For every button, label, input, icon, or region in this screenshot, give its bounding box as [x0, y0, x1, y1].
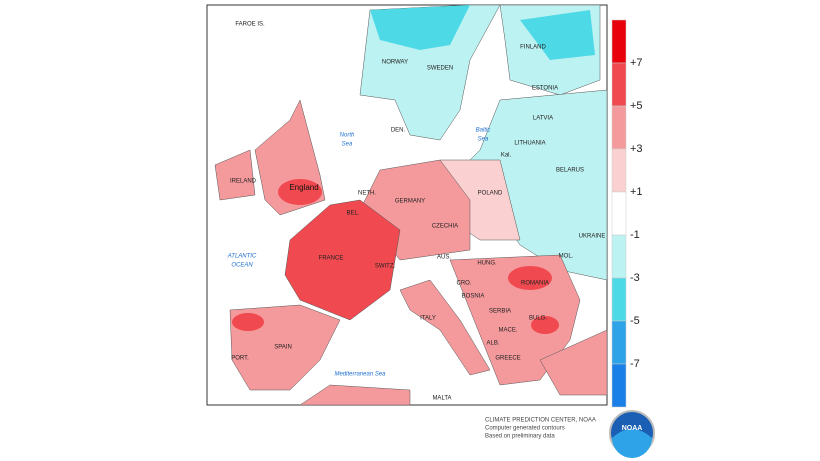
sea-label: North — [340, 133, 355, 139]
place-label: CRO. — [457, 281, 472, 287]
place-label: FRANCE — [319, 256, 344, 262]
logo-text: NOAA — [622, 425, 643, 432]
legend-swatch — [611, 234, 627, 279]
legend-label: +7 — [630, 57, 643, 69]
credit: Computer generated contours — [485, 426, 565, 432]
place-label: LATVIA — [533, 116, 553, 122]
place-label: POLAND — [478, 191, 503, 197]
legend-label: +3 — [630, 143, 643, 155]
place-label: Kal. — [501, 153, 512, 159]
legend-label: -3 — [630, 272, 640, 284]
place-label: GERMANY — [395, 199, 425, 205]
legend-swatch — [611, 105, 627, 150]
land-ireland — [214, 149, 256, 201]
cold-patch — [370, 5, 470, 50]
place-label: GREECE — [495, 356, 520, 362]
legend-swatch — [611, 277, 627, 322]
place-label: BOSNIA — [462, 294, 485, 300]
land-east — [459, 89, 608, 281]
place-label: ITALY — [420, 316, 436, 322]
place-label: ALB. — [486, 341, 499, 347]
place-label: FAROE IS. — [235, 22, 265, 28]
place-label: MALTA — [432, 396, 451, 402]
credit: CLIMATE PREDICTION CENTER, NOAA — [485, 418, 596, 424]
logo: NOAA — [609, 410, 655, 458]
legend-label: +5 — [630, 100, 643, 112]
place-label: BULG. — [529, 316, 547, 322]
place-label: SERBIA — [489, 309, 511, 315]
land-africa — [299, 384, 411, 406]
place-label: DEN. — [391, 128, 406, 134]
place-label: SPAIN — [274, 345, 292, 351]
credit: Based on preliminary data — [485, 434, 555, 440]
legend-swatch — [611, 363, 627, 408]
place-label: SWEDEN — [427, 66, 453, 72]
warm-patch — [278, 179, 322, 205]
place-label: UKRAINE — [579, 234, 606, 240]
logo-wave — [612, 429, 652, 458]
land-turkey — [539, 329, 608, 396]
legend-swatch — [611, 19, 627, 64]
land-france — [284, 199, 401, 321]
place-label: NETH. — [358, 191, 376, 197]
place-label: SWITZ. — [375, 264, 396, 270]
sea-label: Baltic — [476, 128, 491, 134]
cold-patch — [520, 10, 595, 60]
warm-patch — [508, 266, 552, 290]
legend-swatch — [611, 62, 627, 107]
sea-label: Sea — [478, 137, 489, 143]
sea-label: Mediterranean Sea — [334, 372, 386, 378]
sea-label: OCEAN — [231, 263, 253, 269]
legend-label: +1 — [630, 186, 643, 198]
legend-swatch — [611, 148, 627, 193]
place-label: MOL. — [559, 254, 574, 260]
place-label: IRELAND — [230, 179, 257, 185]
legend-label: -7 — [630, 358, 640, 370]
legend-label: -1 — [630, 229, 640, 241]
place-label: AUS. — [437, 255, 451, 261]
place-label: CZECHIA — [432, 224, 458, 230]
place-label: PORT. — [231, 356, 249, 362]
place-label: FINLAND — [520, 45, 546, 51]
place-label: BEL. — [346, 211, 359, 217]
place-label: MACE. — [498, 328, 517, 334]
land-italy — [399, 279, 491, 376]
map: FAROE IS. NORWAY SWEDEN FINLAND ESTONIA … — [206, 4, 608, 406]
place-label: NORWAY — [382, 60, 408, 66]
place-label: England — [289, 183, 318, 192]
sea-label: Sea — [342, 142, 353, 148]
legend-swatch — [611, 320, 627, 365]
legend: +7 +5 +3 +1 -1 -3 -5 -7 — [611, 19, 643, 408]
warm-patch — [232, 313, 264, 331]
legend-swatch — [611, 191, 627, 236]
sea-label: ATLANTIC — [227, 254, 257, 260]
place-label: LITHUANIA — [514, 141, 545, 147]
place-label: ESTONIA — [532, 86, 558, 92]
place-label: HUNG. — [477, 261, 497, 267]
legend-label: -5 — [630, 315, 640, 327]
place-label: BELARUS — [556, 168, 584, 174]
warm-patch — [531, 316, 559, 334]
place-label: ROMANIA — [521, 281, 549, 287]
